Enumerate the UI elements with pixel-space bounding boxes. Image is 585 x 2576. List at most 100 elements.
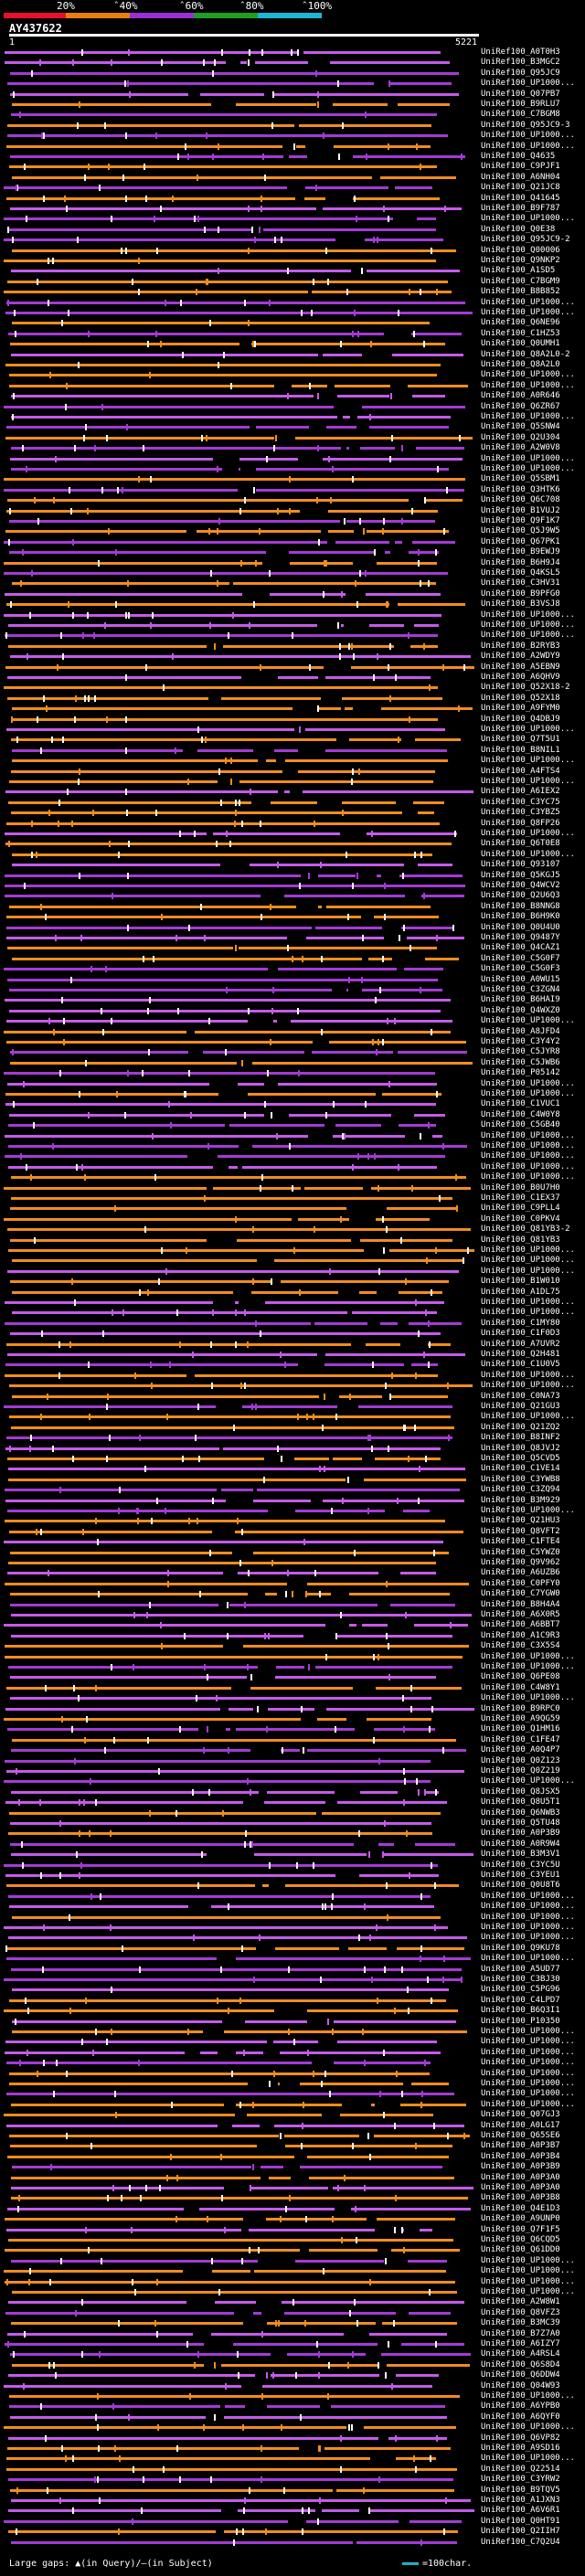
hit-name[interactable]: UniRef100_UP1000... — [481, 79, 575, 89]
hit-row[interactable]: UniRef100_A0P3B4 — [0, 2152, 585, 2161]
hit-row[interactable]: UniRef100_UP1000... — [0, 370, 585, 380]
hit-name[interactable]: UniRef100_B3VSJ8 — [481, 599, 560, 610]
hit-name[interactable]: UniRef100_B6H9J4 — [481, 557, 560, 567]
hit-name[interactable]: UniRef100_Q52X18 — [481, 693, 560, 703]
hit-row[interactable]: UniRef100_Q07GJ3 — [0, 2111, 585, 2119]
hit-name[interactable]: UniRef100_A0P3A0 — [481, 2172, 560, 2182]
hit-row[interactable]: UniRef100_Q65SE6 — [0, 2132, 585, 2140]
hit-name[interactable]: UniRef100_C3YC5U — [481, 1860, 560, 1870]
hit-name[interactable]: UniRef100_A4RSL4 — [481, 2349, 560, 2359]
hit-name[interactable]: UniRef100_B3M929 — [481, 1495, 560, 1505]
hit-name[interactable]: UniRef100_Q8FP26 — [481, 818, 560, 828]
hit-row[interactable]: UniRef100_Q52X18 — [0, 693, 585, 703]
hit-name[interactable]: UniRef100_A6X0R5 — [481, 1610, 560, 1619]
hit-name[interactable]: UniRef100_UP1000... — [481, 370, 575, 380]
hit-row[interactable]: UniRef100_UP1000... — [0, 2267, 585, 2275]
hit-name[interactable]: UniRef100_A1DL75 — [481, 1287, 560, 1297]
hit-row[interactable]: UniRef100_Q8FP26 — [0, 818, 585, 828]
hit-name[interactable]: UniRef100_Q2H481 — [481, 1350, 560, 1359]
hit-row[interactable]: UniRef100_UP1000... — [0, 2089, 585, 2099]
hit-name[interactable]: UniRef100_B6H9K0 — [481, 912, 560, 922]
hit-row[interactable]: UniRef100_Q21JC8 — [0, 184, 585, 192]
hit-row[interactable]: UniRef100_UP1000... — [0, 1652, 585, 1661]
hit-name[interactable]: UniRef100_UP1000... — [481, 2047, 575, 2057]
hit-row[interactable]: UniRef100_Q7T5U1 — [0, 736, 585, 744]
hit-row[interactable]: UniRef100_C1MY80 — [0, 1318, 585, 1328]
hit-name[interactable]: UniRef100_Q6VP82 — [481, 2433, 560, 2443]
hit-row[interactable]: UniRef100_A6X0R5 — [0, 1610, 585, 1619]
hit-row[interactable]: UniRef100_B9RPC0 — [0, 1704, 585, 1713]
hit-name[interactable]: UniRef100_UP1000... — [481, 1298, 575, 1307]
hit-row[interactable]: UniRef100_C1FTE4 — [0, 1538, 585, 1546]
hit-name[interactable]: UniRef100_UP1000... — [481, 1412, 575, 1422]
hit-row[interactable]: UniRef100_UP1000... — [0, 1663, 585, 1671]
hit-row[interactable]: UniRef100_A0P3A0 — [0, 2183, 585, 2192]
hit-row[interactable]: UniRef100_Q1HM16 — [0, 1725, 585, 1733]
hit-name[interactable]: UniRef100_C0PKV4 — [481, 1214, 560, 1224]
hit-row[interactable]: UniRef100_Q95JC9 — [0, 69, 585, 78]
hit-row[interactable]: UniRef100_A5EBN9 — [0, 663, 585, 672]
hit-row[interactable]: UniRef100_Q4WCV2 — [0, 882, 585, 890]
hit-row[interactable]: UniRef100_C3ZQ94 — [0, 1486, 585, 1494]
hit-name[interactable]: UniRef100_UP1000... — [481, 1172, 575, 1182]
hit-row[interactable]: UniRef100_A0P3B9 — [0, 1829, 585, 1838]
hit-row[interactable]: UniRef100_Q0Z219 — [0, 1767, 585, 1776]
hit-name[interactable]: UniRef100_Q07PB7 — [481, 89, 560, 99]
hit-name[interactable]: UniRef100_UP1000... — [481, 610, 575, 620]
hit-name[interactable]: UniRef100_Q00006 — [481, 245, 560, 255]
hit-name[interactable]: UniRef100_Q3HTK6 — [481, 484, 560, 494]
hit-row[interactable]: UniRef100_Q0U4U0 — [0, 923, 585, 932]
hit-name[interactable]: UniRef100_B9TQV5 — [481, 2485, 560, 2495]
hit-name[interactable]: UniRef100_A2WDY9 — [481, 652, 560, 662]
hit-row[interactable]: UniRef100_UP1000... — [0, 2392, 585, 2401]
hit-name[interactable]: UniRef100_A0P3A0 — [481, 2183, 560, 2192]
hit-name[interactable]: UniRef100_A6V6R1 — [481, 2506, 560, 2516]
hit-name[interactable]: UniRef100_Q2U6Q3 — [481, 891, 560, 901]
hit-name[interactable]: UniRef100_B8NIL1 — [481, 745, 560, 755]
hit-name[interactable]: UniRef100_Q9KU78 — [481, 1943, 560, 1953]
hit-name[interactable]: UniRef100_C5YWZ0 — [481, 1547, 560, 1557]
hit-name[interactable]: UniRef100_Q52X18-2 — [481, 683, 570, 693]
hit-name[interactable]: UniRef100_UP1000... — [481, 1370, 575, 1380]
hit-name[interactable]: UniRef100_UP1000... — [481, 2454, 575, 2464]
hit-row[interactable]: UniRef100_UP1000... — [0, 1382, 585, 1390]
hit-row[interactable]: UniRef100_Q7F1F5 — [0, 2225, 585, 2234]
hit-name[interactable]: UniRef100_UP1000... — [481, 141, 575, 151]
hit-name[interactable]: UniRef100_Q22514 — [481, 2464, 560, 2474]
hit-row[interactable]: UniRef100_C1HZ53 — [0, 329, 585, 338]
hit-name[interactable]: UniRef100_UP1000... — [481, 1506, 575, 1515]
hit-row[interactable]: UniRef100_Q67PK1 — [0, 537, 585, 546]
hit-row[interactable]: UniRef100_UP1000... — [0, 465, 585, 473]
hit-row[interactable]: UniRef100_A6NH04 — [0, 173, 585, 182]
hit-row[interactable]: UniRef100_Q95JC9-3 — [0, 120, 585, 130]
hit-name[interactable]: UniRef100_UP1000... — [481, 1308, 575, 1318]
hit-row[interactable]: UniRef100_B3MC39 — [0, 2319, 585, 2327]
hit-name[interactable]: UniRef100_B7Z7A0 — [481, 2328, 560, 2338]
hit-row[interactable]: UniRef100_Q4WXZ0 — [0, 1006, 585, 1015]
hit-row[interactable]: UniRef100_UP1000... — [0, 1152, 585, 1161]
hit-row[interactable]: UniRef100_UP1000... — [0, 1913, 585, 1922]
hit-row[interactable]: UniRef100_A0Q4P7 — [0, 1746, 585, 1754]
hit-row[interactable]: UniRef100_Q4KSL5 — [0, 569, 585, 578]
hit-name[interactable]: UniRef100_UP1000... — [481, 1693, 575, 1703]
hit-name[interactable]: UniRef100_UP1000... — [481, 2089, 575, 2099]
hit-row[interactable]: UniRef100_Q6DDW4 — [0, 2371, 585, 2380]
hit-name[interactable]: UniRef100_A0T0H3 — [481, 48, 560, 57]
hit-name[interactable]: UniRef100_Q93107 — [481, 860, 560, 870]
hit-row[interactable]: UniRef100_Q6PE08 — [0, 1673, 585, 1681]
hit-name[interactable]: UniRef100_UP1000... — [481, 2099, 575, 2109]
hit-row[interactable]: UniRef100_Q9V962 — [0, 1559, 585, 1567]
hit-row[interactable]: UniRef100_Q2U304 — [0, 433, 585, 442]
hit-row[interactable]: UniRef100_UP1000... — [0, 621, 585, 630]
hit-row[interactable]: UniRef100_UP1000... — [0, 726, 585, 734]
hit-row[interactable]: UniRef100_C3BJ30 — [0, 1976, 585, 1984]
hit-name[interactable]: UniRef100_C3YWB8 — [481, 1474, 560, 1484]
hit-row[interactable]: UniRef100_UP1000... — [0, 830, 585, 838]
hit-name[interactable]: UniRef100_A2W8W1 — [481, 2297, 560, 2307]
hit-name[interactable]: UniRef100_C1MY80 — [481, 1318, 560, 1328]
hit-name[interactable]: UniRef100_Q95JC9-3 — [481, 120, 570, 130]
hit-row[interactable]: UniRef100_B2RYB3 — [0, 641, 585, 651]
hit-name[interactable]: UniRef100_UP1000... — [481, 2037, 575, 2047]
hit-row[interactable]: UniRef100_Q61DD0 — [0, 2246, 585, 2254]
hit-row[interactable]: UniRef100_A8JFD4 — [0, 1027, 585, 1036]
